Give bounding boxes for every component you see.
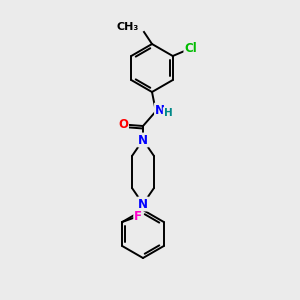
Text: N: N <box>138 134 148 146</box>
Text: N: N <box>155 103 165 116</box>
Text: Cl: Cl <box>184 41 197 55</box>
Text: H: H <box>164 108 172 118</box>
Text: CH₃: CH₃ <box>117 22 139 32</box>
Text: F: F <box>134 209 142 223</box>
Text: O: O <box>118 118 128 130</box>
Text: N: N <box>138 197 148 211</box>
